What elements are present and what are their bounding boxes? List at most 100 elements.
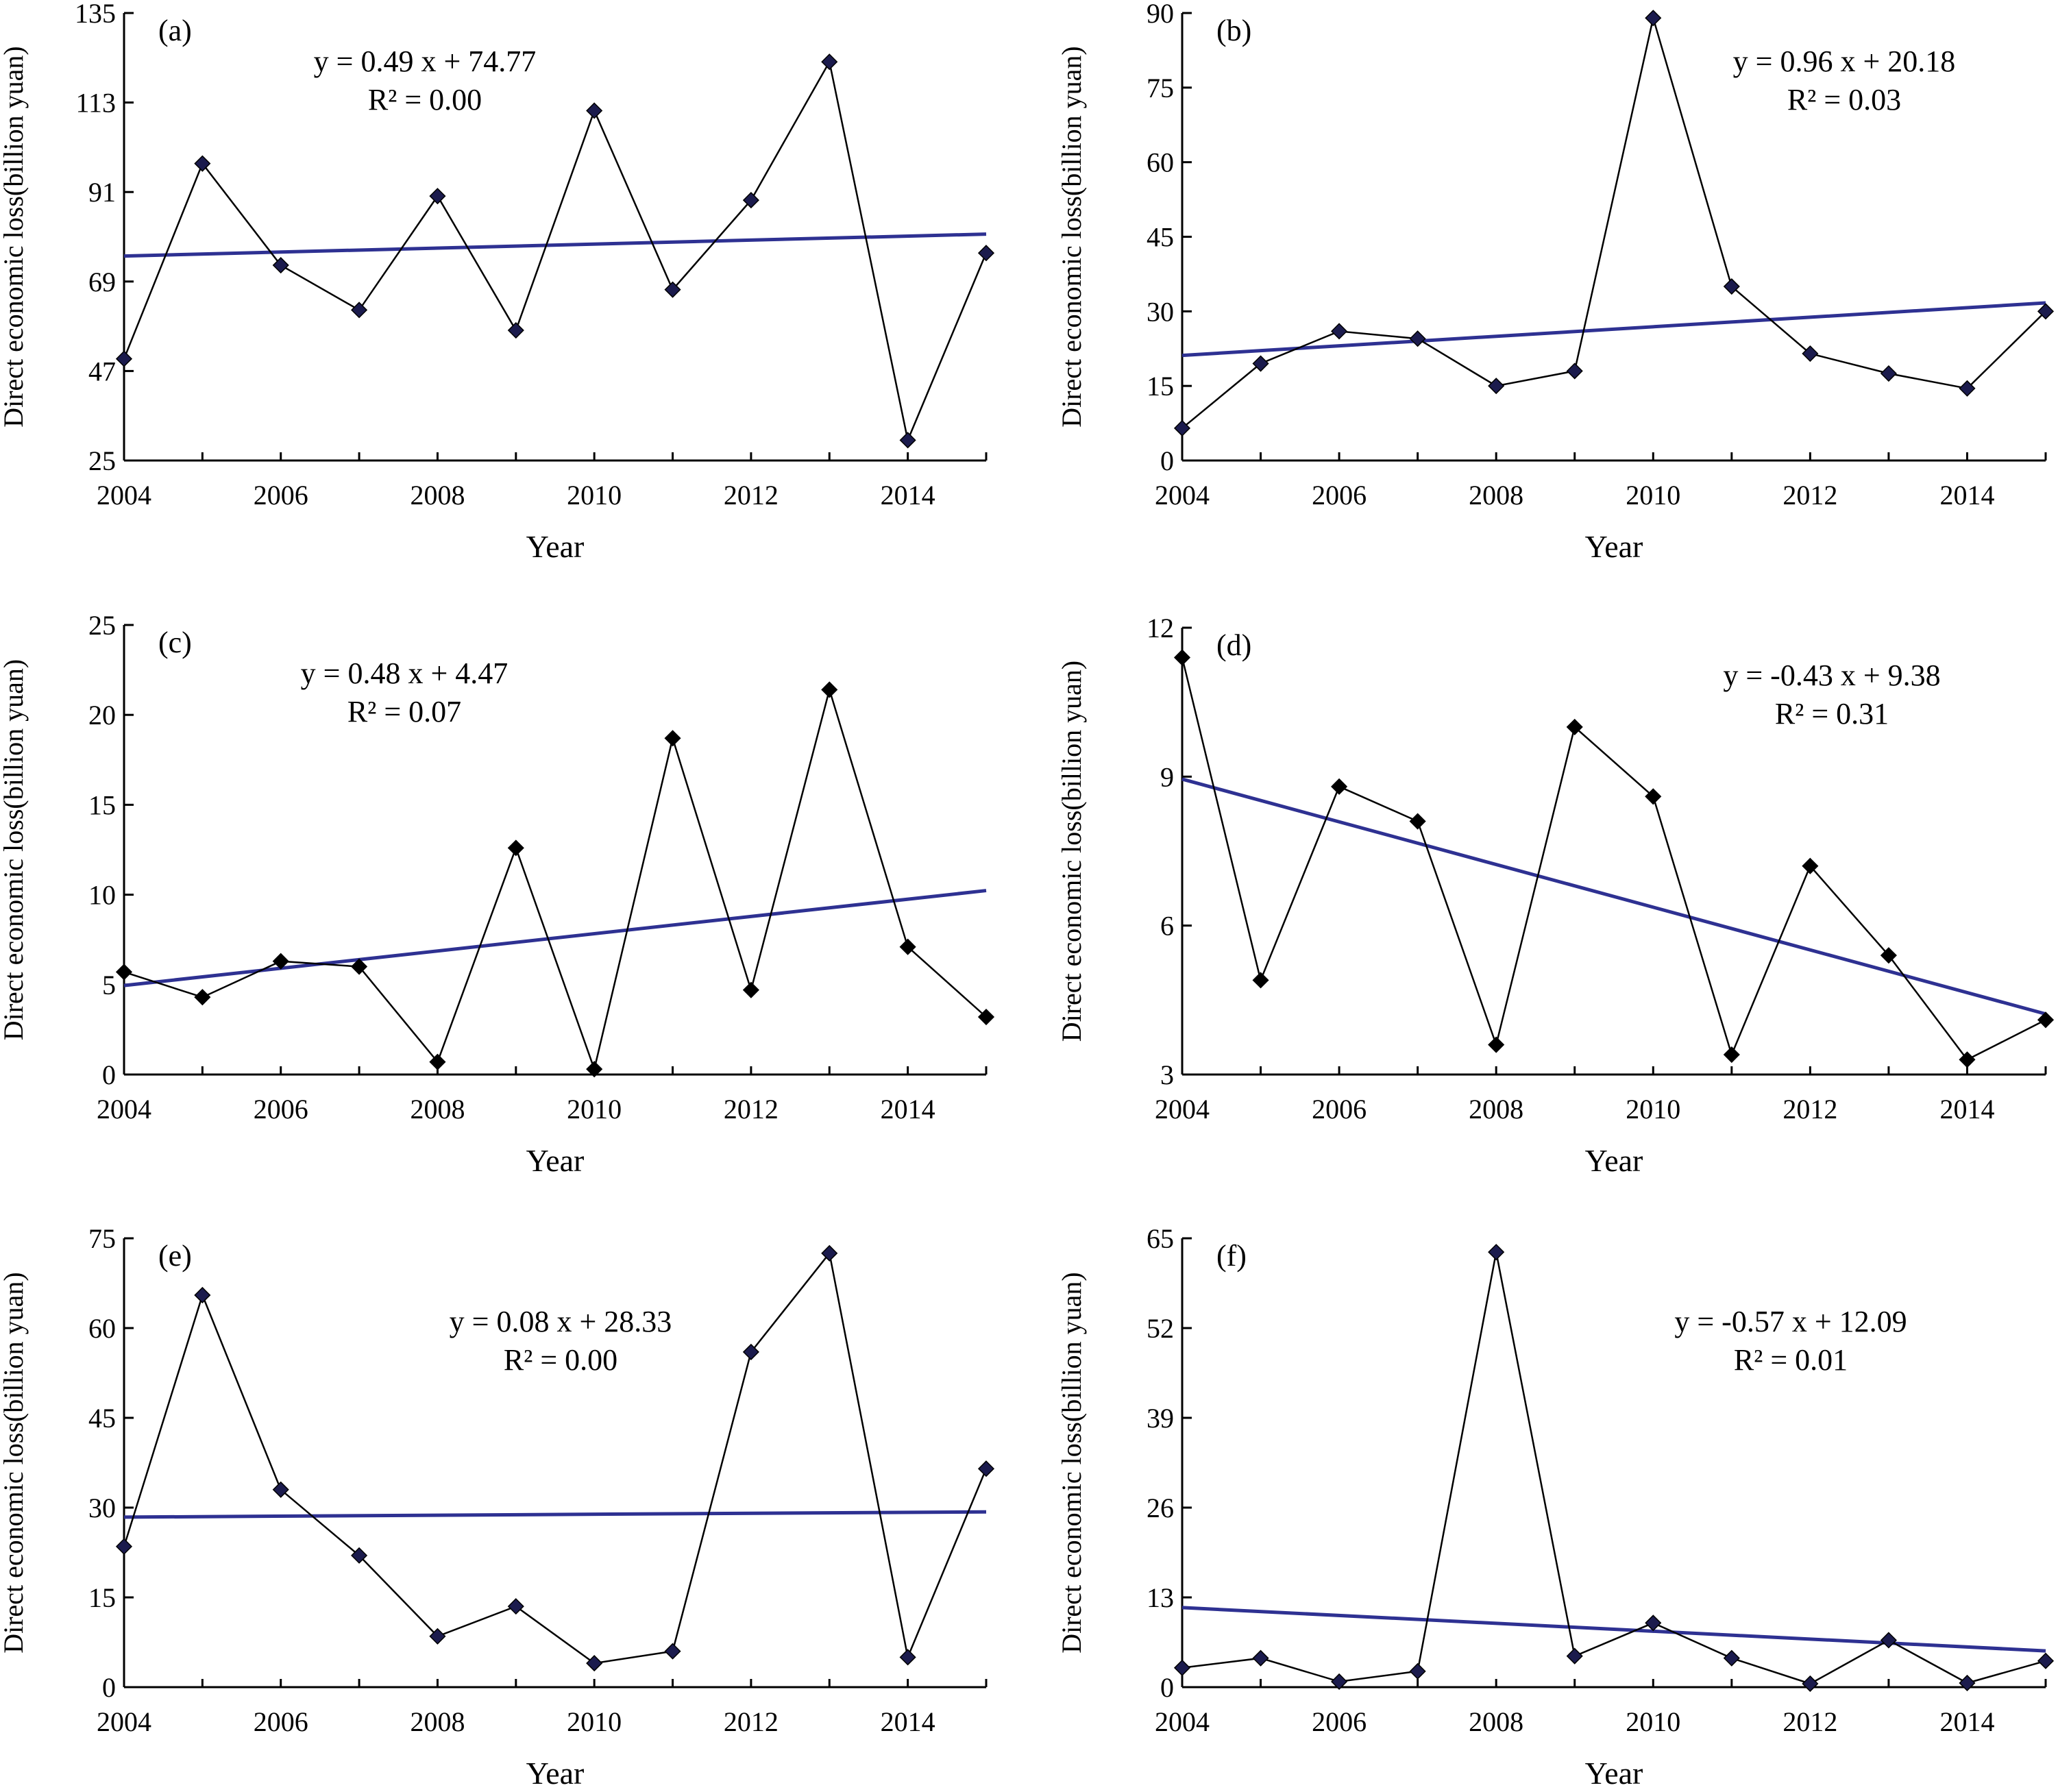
y-tick-label: 90: [1147, 0, 1174, 29]
y-tick-label: 10: [88, 880, 116, 911]
panel-label: (d): [1216, 628, 1251, 662]
x-tick-label: 2008: [410, 480, 465, 511]
data-point-marker: [1331, 323, 1348, 340]
data-point-marker: [899, 432, 916, 449]
y-tick-label: 69: [88, 267, 116, 297]
panel-label: (e): [158, 1239, 192, 1273]
data-point-marker: [1723, 1649, 1740, 1667]
data-point-marker: [1959, 380, 1976, 397]
x-tick-label: 2008: [410, 1094, 465, 1125]
trend-equation: y = -0.57 x + 12.09: [1674, 1305, 1907, 1338]
trend-line: [1181, 301, 2046, 358]
panel-label: (a): [158, 14, 192, 47]
data-series-line: [1181, 1251, 2046, 1685]
y-tick-label: 15: [88, 789, 116, 820]
x-axis-title: Year: [1585, 529, 1643, 564]
data-point-marker: [899, 1649, 916, 1666]
data-point-marker: [507, 321, 524, 339]
data-point-marker: [664, 730, 681, 747]
data-point-marker: [1409, 813, 1426, 830]
data-point-marker: [586, 102, 603, 119]
y-tick-label: 0: [102, 1672, 116, 1703]
data-point-marker: [1880, 365, 1897, 382]
x-tick-label: 2010: [1626, 1706, 1680, 1737]
y-tick-label: 0: [1160, 1672, 1174, 1703]
data-point-marker: [272, 953, 289, 970]
data-series-line: [1181, 17, 2046, 429]
y-tick-label: 39: [1147, 1403, 1174, 1434]
y-tick-label: 47: [88, 356, 116, 386]
x-tick-label: 2012: [1783, 1706, 1837, 1737]
data-point-marker: [1566, 363, 1583, 380]
x-tick-label: 2006: [1312, 1706, 1367, 1737]
y-tick-label: 9: [1160, 761, 1174, 792]
data-point-marker: [2037, 1011, 2055, 1029]
data-point-marker: [586, 1655, 603, 1672]
x-tick-label: 2014: [1939, 480, 1994, 511]
x-tick-label: 2006: [1312, 480, 1367, 511]
data-series-line: [123, 1251, 988, 1665]
y-axis-title: Direct economic loss(billion yuan): [0, 46, 29, 428]
x-tick-label: 2004: [97, 1094, 151, 1125]
y-tick-label: 5: [102, 970, 116, 1001]
data-point-marker: [1488, 378, 1505, 395]
x-tick-label: 2004: [97, 480, 151, 511]
trend-equation: y = 0.08 x + 28.33: [450, 1305, 672, 1338]
x-tick-label: 2006: [1312, 1094, 1367, 1125]
data-point-marker: [1566, 718, 1583, 735]
trend-equation: y = 0.49 x + 74.77: [314, 45, 537, 78]
x-tick-label: 2014: [1939, 1094, 1994, 1125]
x-tick-label: 2012: [724, 1706, 779, 1737]
data-point-marker: [194, 1286, 211, 1304]
data-point-marker: [1802, 1675, 1819, 1693]
x-tick-label: 2004: [1155, 1094, 1210, 1125]
data-point-marker: [899, 938, 916, 955]
data-point-marker: [1488, 1036, 1505, 1053]
panel-label: (b): [1216, 14, 1251, 47]
trend-line: [123, 889, 987, 987]
chart-panel-e: 0 15 30 45 60 75 2004 2006 2008 2010 2012 2014 Year D…: [0, 1223, 995, 1791]
trend-r-squared: R² = 0.07: [347, 695, 461, 728]
data-point-marker: [1173, 1659, 1191, 1676]
y-tick-label: 45: [88, 1403, 116, 1434]
chart-panel-a: 25 47 69 91 113 135 2004 2006 2008 2010 2012 2014 Ye…: [0, 0, 995, 564]
y-tick-label: 75: [1147, 73, 1174, 103]
data-point-marker: [194, 989, 211, 1006]
x-tick-label: 2008: [410, 1706, 465, 1737]
y-tick-label: 6: [1160, 911, 1174, 942]
data-point-marker: [977, 1008, 995, 1026]
data-point-marker: [507, 839, 524, 857]
x-axis-title: Year: [526, 1756, 585, 1791]
y-tick-label: 45: [1147, 222, 1174, 253]
y-axis-title: Direct economic loss(billion yuan): [0, 659, 29, 1041]
x-tick-label: 2012: [1783, 480, 1837, 511]
x-axis-title: Year: [1585, 1756, 1643, 1791]
data-point-marker: [664, 281, 681, 298]
y-tick-label: 3: [1160, 1059, 1174, 1090]
trend-line: [1181, 777, 2046, 1016]
data-point-marker: [429, 1628, 446, 1645]
y-tick-label: 0: [102, 1059, 116, 1090]
x-tick-label: 2012: [724, 480, 779, 511]
chart-panel-b: 0 15 30 45 60 75 90 2004 2006 2008 2010 2012 2014 Yea…: [1056, 0, 2055, 564]
data-point-marker: [664, 1643, 681, 1660]
y-axis-title: Direct economic loss(billion yuan): [0, 1272, 29, 1654]
data-point-marker: [1880, 1632, 1897, 1649]
trend-equation: y = 0.48 x + 4.47: [301, 656, 509, 690]
trend-r-squared: R² = 0.00: [504, 1343, 617, 1377]
y-tick-label: 20: [88, 700, 116, 731]
x-tick-label: 2010: [567, 1094, 622, 1125]
data-point-marker: [194, 155, 211, 172]
data-point-marker: [429, 1053, 446, 1070]
data-series-line: [123, 686, 987, 1072]
trend-r-squared: R² = 0.00: [368, 83, 482, 116]
data-point-marker: [1331, 1673, 1348, 1690]
data-point-marker: [1566, 1647, 1583, 1665]
chart-panel-d: 3 6 9 12 2004 2006 2008 2010 2012 2014 Year Direct …: [1056, 613, 2055, 1178]
trend-r-squared: R² = 0.31: [1775, 697, 1889, 731]
chart-panel-c: 0 5 10 15 20 25 2004 2006 2008 2010 2012 2014 Year Di…: [0, 610, 995, 1178]
trend-r-squared: R² = 0.03: [1787, 83, 1901, 116]
data-point-marker: [351, 302, 368, 319]
y-tick-label: 113: [75, 88, 116, 119]
y-tick-label: 60: [88, 1313, 116, 1344]
